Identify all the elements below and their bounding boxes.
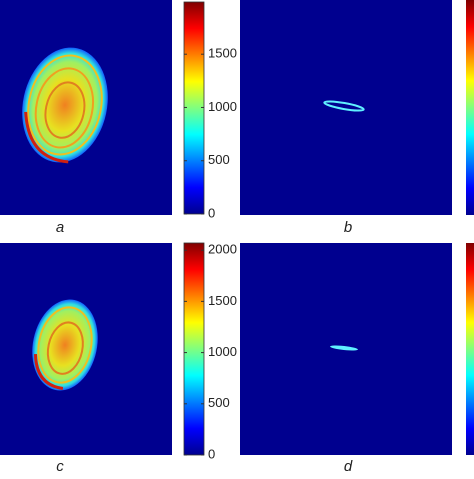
heatmap-b	[240, 0, 474, 215]
colorbar-tick-label: 1500	[208, 46, 237, 61]
colorbar	[183, 1, 205, 215]
colorbar-tick-label: 1000	[208, 344, 237, 359]
heatmap-a	[0, 0, 172, 215]
heatmap-d	[240, 243, 474, 455]
panel-label: a	[56, 219, 64, 236]
colorbar-tick-label: 500	[208, 395, 230, 410]
panel-label: b	[344, 219, 352, 236]
colorbar	[183, 242, 205, 456]
colorbar-tick-label: 0	[208, 205, 215, 220]
panel-label: d	[344, 458, 353, 474]
colorbar-tick-label: 1500	[208, 293, 237, 308]
colorbar-tick-label: 1000	[208, 99, 237, 114]
heatmap-c	[0, 243, 172, 455]
colorbar-tick-label: 500	[208, 152, 230, 167]
panel-label: c	[56, 458, 64, 474]
colorbar-tick-label: 0	[208, 446, 215, 461]
colorbar-tick-label: 2000	[208, 242, 237, 257]
